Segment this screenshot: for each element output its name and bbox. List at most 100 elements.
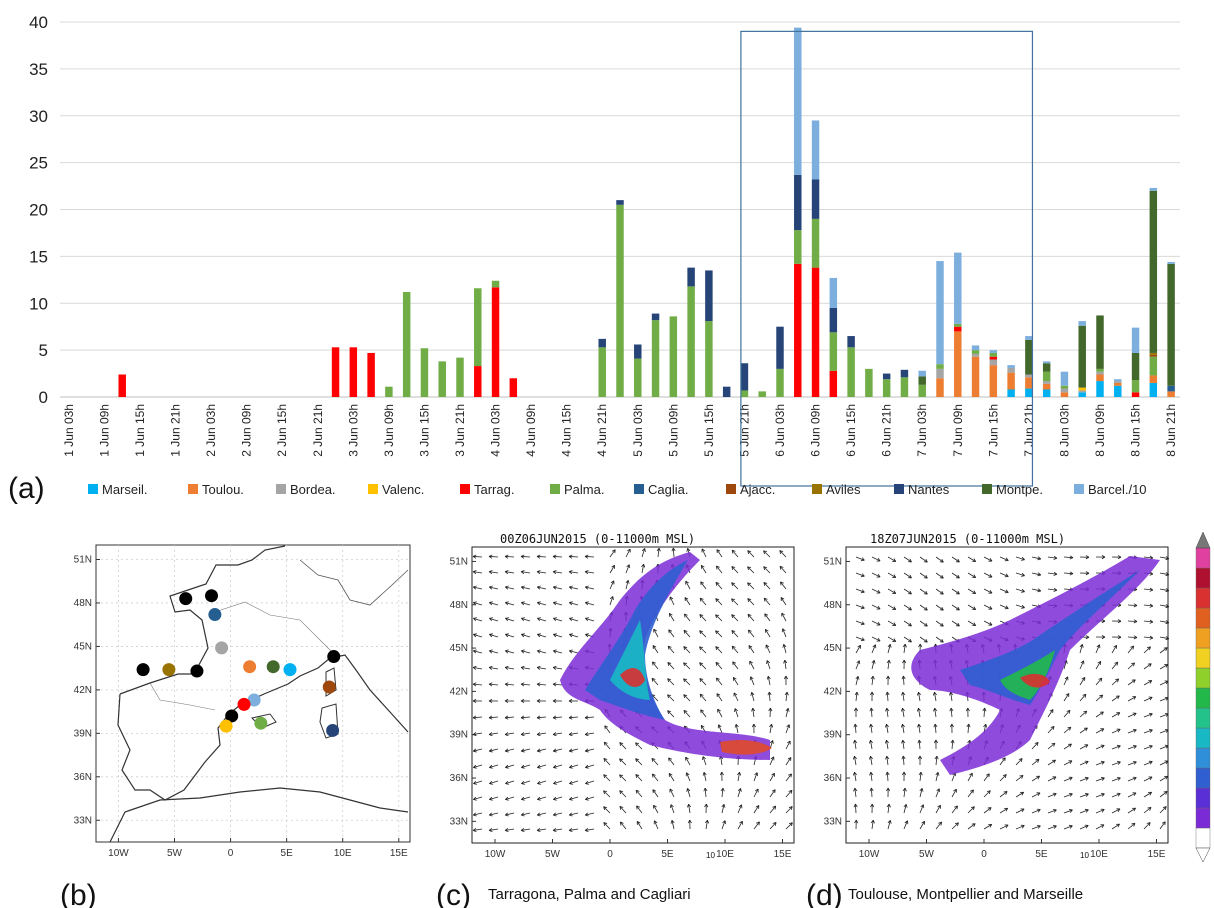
bar-segment bbox=[1060, 392, 1069, 397]
legend-swatch bbox=[550, 484, 560, 494]
panel-label-d: (d) bbox=[806, 879, 843, 908]
lon-tick: 5E bbox=[1035, 849, 1048, 860]
lon-tick: 5E bbox=[661, 849, 674, 860]
x-tick-label: 1 Jun 09h bbox=[97, 404, 111, 457]
lat-tick: 33N bbox=[74, 815, 92, 826]
bar-segment bbox=[811, 218, 820, 268]
bar-segment bbox=[918, 376, 926, 385]
station-marker bbox=[162, 663, 176, 677]
lon-tick: 10E bbox=[716, 849, 734, 860]
map-d-vector-scale: 10 bbox=[1080, 851, 1089, 860]
bar-segment bbox=[1114, 382, 1122, 386]
bar-segment bbox=[954, 331, 962, 397]
bar-segment bbox=[1042, 383, 1051, 390]
bar-segment bbox=[1078, 321, 1086, 326]
x-tick-label: 7 Jun 09h bbox=[951, 404, 965, 457]
bar-segment bbox=[954, 252, 962, 324]
station-marker bbox=[215, 641, 229, 655]
lat-tick: 42N bbox=[824, 686, 842, 697]
lat-tick: 51N bbox=[74, 554, 92, 565]
legend-label: Montpe. bbox=[996, 482, 1043, 497]
map-d-title: 18Z07JUN2015 (0-11000m MSL) bbox=[870, 532, 1065, 546]
bar-segment bbox=[1042, 363, 1051, 372]
bar-segment bbox=[794, 230, 802, 264]
y-tick-label: 40 bbox=[29, 13, 48, 32]
x-tick-label: 3 Jun 21h bbox=[453, 404, 467, 457]
bar-segment bbox=[1167, 262, 1175, 264]
station-marker bbox=[225, 709, 239, 723]
legend-swatch bbox=[634, 484, 644, 494]
y-tick-label: 30 bbox=[29, 107, 48, 126]
x-tick-label: 5 Jun 03h bbox=[631, 404, 645, 457]
bar-segment bbox=[900, 377, 909, 397]
bar-segment bbox=[1078, 392, 1086, 397]
lon-tick: 0 bbox=[228, 848, 234, 859]
bar-segment bbox=[1167, 391, 1175, 397]
bar-segment bbox=[989, 352, 998, 357]
bar-segment bbox=[989, 350, 998, 353]
lat-tick: 51N bbox=[824, 556, 842, 567]
bar-segment bbox=[616, 204, 624, 397]
lat-tick: 36N bbox=[824, 773, 842, 784]
legend-swatch bbox=[726, 484, 736, 494]
bar-segment bbox=[936, 378, 944, 397]
x-tick-label: 7 Jun 15h bbox=[986, 404, 1000, 457]
legend-label: Palma. bbox=[564, 482, 604, 497]
lon-tick: 15E bbox=[774, 849, 792, 860]
lat-tick: 36N bbox=[450, 773, 468, 784]
x-tick-label: 5 Jun 21h bbox=[737, 404, 751, 457]
lon-tick: 5E bbox=[281, 848, 294, 859]
bar-segment bbox=[1096, 368, 1104, 372]
bar-segment bbox=[740, 363, 749, 391]
station-marker bbox=[283, 663, 297, 677]
x-tick-label: 1 Jun 03h bbox=[62, 404, 76, 457]
station-marker bbox=[322, 680, 336, 694]
bar-segment bbox=[1025, 377, 1033, 389]
station-marker bbox=[237, 697, 251, 711]
bar-segment bbox=[420, 348, 429, 397]
lon-tick: 15E bbox=[1148, 849, 1166, 860]
x-tick-label: 8 Jun 15h bbox=[1129, 404, 1143, 457]
x-tick-label: 5 Jun 15h bbox=[702, 404, 716, 457]
x-tick-label: 8 Jun 21h bbox=[1164, 404, 1178, 457]
x-tick-label: 7 Jun 21h bbox=[1022, 404, 1036, 457]
x-tick-label: 3 Jun 03h bbox=[346, 404, 360, 457]
lat-tick: 42N bbox=[74, 685, 92, 696]
bar-segment bbox=[971, 345, 980, 351]
lon-tick: 10W bbox=[859, 849, 880, 860]
station-map-ticks: 51N 48N 45N 42N 39N 36N 33N 10W 5W 0 5E 10E 15E bbox=[74, 554, 408, 859]
panel-label-b: (b) bbox=[60, 879, 97, 908]
bar-segment bbox=[882, 379, 891, 397]
bar-segment bbox=[1060, 388, 1069, 393]
y-tick-label: 20 bbox=[29, 201, 48, 220]
legend-swatch bbox=[1074, 484, 1084, 494]
map-c-vector-scale: 10 bbox=[706, 851, 715, 860]
legend-label: Barcel./10 bbox=[1088, 482, 1147, 497]
bar-segment bbox=[1149, 352, 1158, 355]
bar-segment bbox=[776, 326, 784, 369]
legend-label: Nantes bbox=[908, 482, 950, 497]
map-d-ticks: 51N 48N 45N 42N 39N 36N 33N 10W 5W 0 5E 10E 15E bbox=[824, 556, 1166, 860]
lon-tick: 10E bbox=[1090, 849, 1108, 860]
lat-tick: 39N bbox=[824, 730, 842, 741]
wind-map-d: 18Z07JUN2015 (0-11000m MSL) 51N 48N 45N 42N… bbox=[824, 532, 1170, 860]
bar-segment bbox=[740, 390, 749, 397]
x-tick-label: 4 Jun 15h bbox=[560, 404, 574, 457]
bar-segment bbox=[758, 391, 766, 397]
lon-tick: 5W bbox=[545, 849, 561, 860]
bar-segment bbox=[1007, 365, 1015, 368]
bar-segment bbox=[1167, 263, 1175, 386]
legend-swatch bbox=[982, 484, 992, 494]
bar-segment bbox=[1025, 388, 1033, 397]
bar-segment bbox=[1007, 372, 1015, 390]
bar-segment bbox=[367, 352, 375, 397]
y-axis-ticks: 0 5 10 15 20 25 30 35 40 bbox=[29, 13, 48, 407]
x-tick-label: 4 Jun 21h bbox=[595, 404, 609, 457]
x-tick-label: 1 Jun 21h bbox=[169, 404, 183, 457]
map-c-title: 00Z06JUN2015 (0-11000m MSL) bbox=[500, 532, 695, 546]
x-tick-label: 2 Jun 15h bbox=[275, 404, 289, 457]
bar-segment bbox=[1131, 327, 1140, 353]
lat-tick: 39N bbox=[74, 728, 92, 739]
bar-segment bbox=[1060, 385, 1069, 389]
bar-segment bbox=[491, 280, 500, 288]
